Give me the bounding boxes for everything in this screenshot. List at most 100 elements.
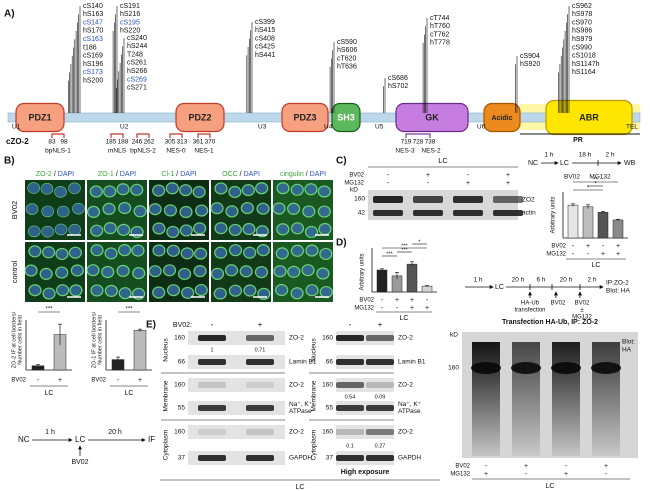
cell [242,222,256,236]
blot-band [366,429,394,435]
cell [133,205,147,218]
site-label: cS962 [572,3,592,10]
group-label: LC [125,390,134,397]
treatment-sign: + [410,305,414,312]
timeline-interval: 2 h [587,277,596,284]
cell [54,223,68,236]
site-label: cS195 [120,19,140,26]
site-label: hS170 [83,28,103,35]
cell [304,225,319,239]
cell [70,264,84,277]
site-label: cS399 [255,19,275,26]
cell [27,182,40,194]
site-label: cS425 [255,44,275,51]
stain: Cl-1 [161,171,174,178]
domain-label: PDZ3 [293,112,316,122]
cell [290,287,304,300]
cell [103,185,117,198]
cell [180,247,194,260]
treatment-sign: + [395,297,399,304]
cell [132,267,146,280]
site-label: hS1164 [572,69,596,76]
cell [305,244,319,257]
cell [152,184,166,197]
marker: 55 [326,405,334,412]
column-title: ZO-2/DAPI [36,171,74,178]
cell [55,266,69,279]
ip-title: Transfection HA-Ub, IP: ZO-2 [502,319,598,326]
cell [224,264,239,277]
group-label: LC [400,315,409,322]
motif-position: 361 [193,139,204,146]
quantification: 0.71 [255,347,266,353]
y-axis-label: ZO-1 IF at cell borders/ [91,311,97,368]
cell [228,223,242,237]
domain [395,102,469,133]
timeline-interval: 20 h [512,277,525,284]
treatment-sign: - [572,251,575,258]
cell [228,185,242,199]
site-label: hS441 [255,52,275,59]
pr-label: PR [573,137,583,144]
band-label: GAPDH [289,455,312,462]
bar [133,330,147,371]
marker: 160 [174,429,185,436]
significance: *** [125,307,133,313]
cell [319,247,333,261]
significance: ** [593,178,598,184]
motif-bracket [136,133,150,138]
treatment-sign: + [616,251,620,258]
cell [27,225,41,238]
blot-strip [336,451,394,465]
cell [276,182,290,195]
group-label: LC [592,262,601,269]
marker: 160 [174,335,185,342]
blot-band [366,359,394,365]
band-label: ZO-2 [398,335,413,342]
cell [225,205,239,218]
site-label: hS220 [120,28,140,35]
timeline-step: LC [495,284,504,291]
treatment-name: BV02 [551,244,566,250]
ip-smear [592,342,620,456]
blot-band [246,405,274,411]
cell [166,244,180,257]
marker: 55 [178,405,186,412]
site-label: hS216 [120,11,140,18]
cell [101,265,115,279]
cell [25,203,39,215]
blot-title: LC [438,156,448,165]
site-label: cS173 [83,69,103,76]
cell [152,286,166,299]
blot-strip [188,378,285,392]
treatment-name: BV02 [349,173,364,179]
cell [319,285,333,299]
timeline-step: IF [148,435,155,444]
cell [148,203,162,216]
treatment-sign: + [601,251,605,258]
blot-strip [336,331,394,345]
cell [228,284,243,297]
ip-band [471,362,501,374]
domain [175,102,225,133]
marker: 160 [354,196,365,203]
treatment-sign: - [427,180,430,187]
quantification: 0.1 [346,443,354,449]
treatment-sign: - [381,297,384,304]
timeline-interval: 1 h [45,429,55,436]
region-label: U5 [375,124,384,131]
blot-band [198,382,226,388]
cell [104,284,118,297]
motif-position: 83 [48,139,56,146]
cell [290,244,304,257]
group-label: LC [45,390,54,397]
timeline-treatment: BV02 [551,301,566,307]
cell [166,225,180,239]
motif-bracket [110,133,124,138]
cell [103,222,117,235]
timeline-step: LC [560,160,569,167]
treatment-name: BV02 [455,464,470,470]
site-label: cS590 [337,39,357,46]
site-label: hS196 [83,61,103,68]
bar [421,285,433,293]
